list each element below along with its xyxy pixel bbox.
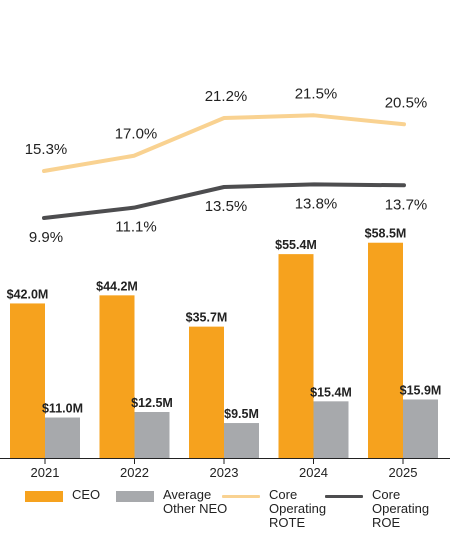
legend-label-core-operating-roe: Core Operating ROE: [372, 487, 430, 530]
bar-layer: $42.0M $11.0M $44.2M $12.5M $35.7M $9.5M $55.4…: [7, 227, 442, 458]
legend-swatch-core-operating-rote: [222, 495, 260, 498]
legend-swatch-average-other-neo: [116, 491, 154, 502]
bar-ceo-2023: [189, 326, 224, 458]
bar-average-other-neo-2023: [224, 423, 259, 458]
bar-label-average-other-neo-2025: $15.9M: [400, 383, 442, 397]
bar-average-other-neo-2025: [403, 399, 438, 458]
line-label-core-operating-rote-2022: 17.0%: [115, 126, 158, 143]
x-axis-tick-labels: 2021 2022 2023 2024 2025: [31, 458, 418, 480]
legend-label-ceo: CEO: [72, 487, 101, 502]
x-tick-label-2024: 2024: [299, 465, 328, 480]
bar-label-ceo-2021: $42.0M: [7, 287, 49, 301]
legend-swatch-core-operating-roe: [325, 495, 363, 498]
line-label-core-operating-roe-2024: 13.8%: [295, 195, 338, 212]
line-label-core-operating-roe-2025: 13.7%: [385, 196, 428, 213]
line-layer: 15.3% 17.0% 21.2% 21.5% 20.5% 9.9% 11.1% 13.5% 1…: [25, 85, 428, 246]
bar-label-ceo-2022: $44.2M: [96, 279, 138, 293]
legend: CEO Average Other NEO Core Operating ROT…: [0, 488, 450, 533]
line-label-core-operating-rote-2023: 21.2%: [205, 88, 248, 105]
line-label-core-operating-rote-2021: 15.3%: [25, 141, 68, 158]
bar-ceo-2025: [368, 242, 403, 458]
legend-item-average-other-neo: Average Other NEO: [116, 488, 229, 516]
bar-label-ceo-2024: $55.4M: [275, 238, 317, 252]
bar-ceo-2021: [10, 303, 45, 458]
legend-item-core-operating-roe: Core Operating ROE: [325, 488, 438, 530]
bar-label-average-other-neo-2024: $15.4M: [310, 385, 352, 399]
line-label-core-operating-roe-2021: 9.9%: [29, 229, 63, 246]
compensation-chart: $42.0M $11.0M $44.2M $12.5M $35.7M $9.5M $55.4…: [0, 85, 450, 480]
bar-ceo-2022: [99, 295, 135, 458]
x-tick-label-2021: 2021: [31, 465, 60, 480]
line-label-core-operating-rote-2025: 20.5%: [385, 94, 428, 111]
line-label-core-operating-rote-2024: 21.5%: [295, 85, 338, 102]
bar-average-other-neo-2022: [134, 412, 170, 458]
legend-label-average-other-neo: Average Other NEO: [163, 487, 228, 516]
bar-average-other-neo-2021: [45, 417, 80, 458]
bar-average-other-neo-2024: [313, 401, 349, 458]
x-tick-label-2025: 2025: [389, 465, 418, 480]
legend-item-ceo: CEO: [25, 488, 138, 502]
x-tick-label-2023: 2023: [210, 465, 239, 480]
legend-swatch-ceo: [25, 491, 63, 502]
bar-ceo-2024: [278, 254, 314, 458]
line-label-core-operating-roe-2022: 11.1%: [115, 219, 156, 236]
line-label-core-operating-roe-2023: 13.5%: [205, 198, 248, 215]
x-tick-label-2022: 2022: [120, 465, 149, 480]
bar-label-average-other-neo-2023: $9.5M: [224, 407, 259, 421]
bar-label-average-other-neo-2022: $12.5M: [131, 396, 173, 410]
bar-label-average-other-neo-2021: $11.0M: [42, 402, 83, 416]
line-core-operating-roe: [42, 182, 406, 220]
legend-label-core-operating-rote: Core Operating ROTE: [269, 487, 327, 530]
legend-item-core-operating-rote: Core Operating ROTE: [222, 488, 335, 530]
line-core-operating-rote: [42, 113, 406, 173]
bar-label-ceo-2025: $58.5M: [365, 227, 407, 241]
bar-label-ceo-2023: $35.7M: [186, 311, 228, 325]
